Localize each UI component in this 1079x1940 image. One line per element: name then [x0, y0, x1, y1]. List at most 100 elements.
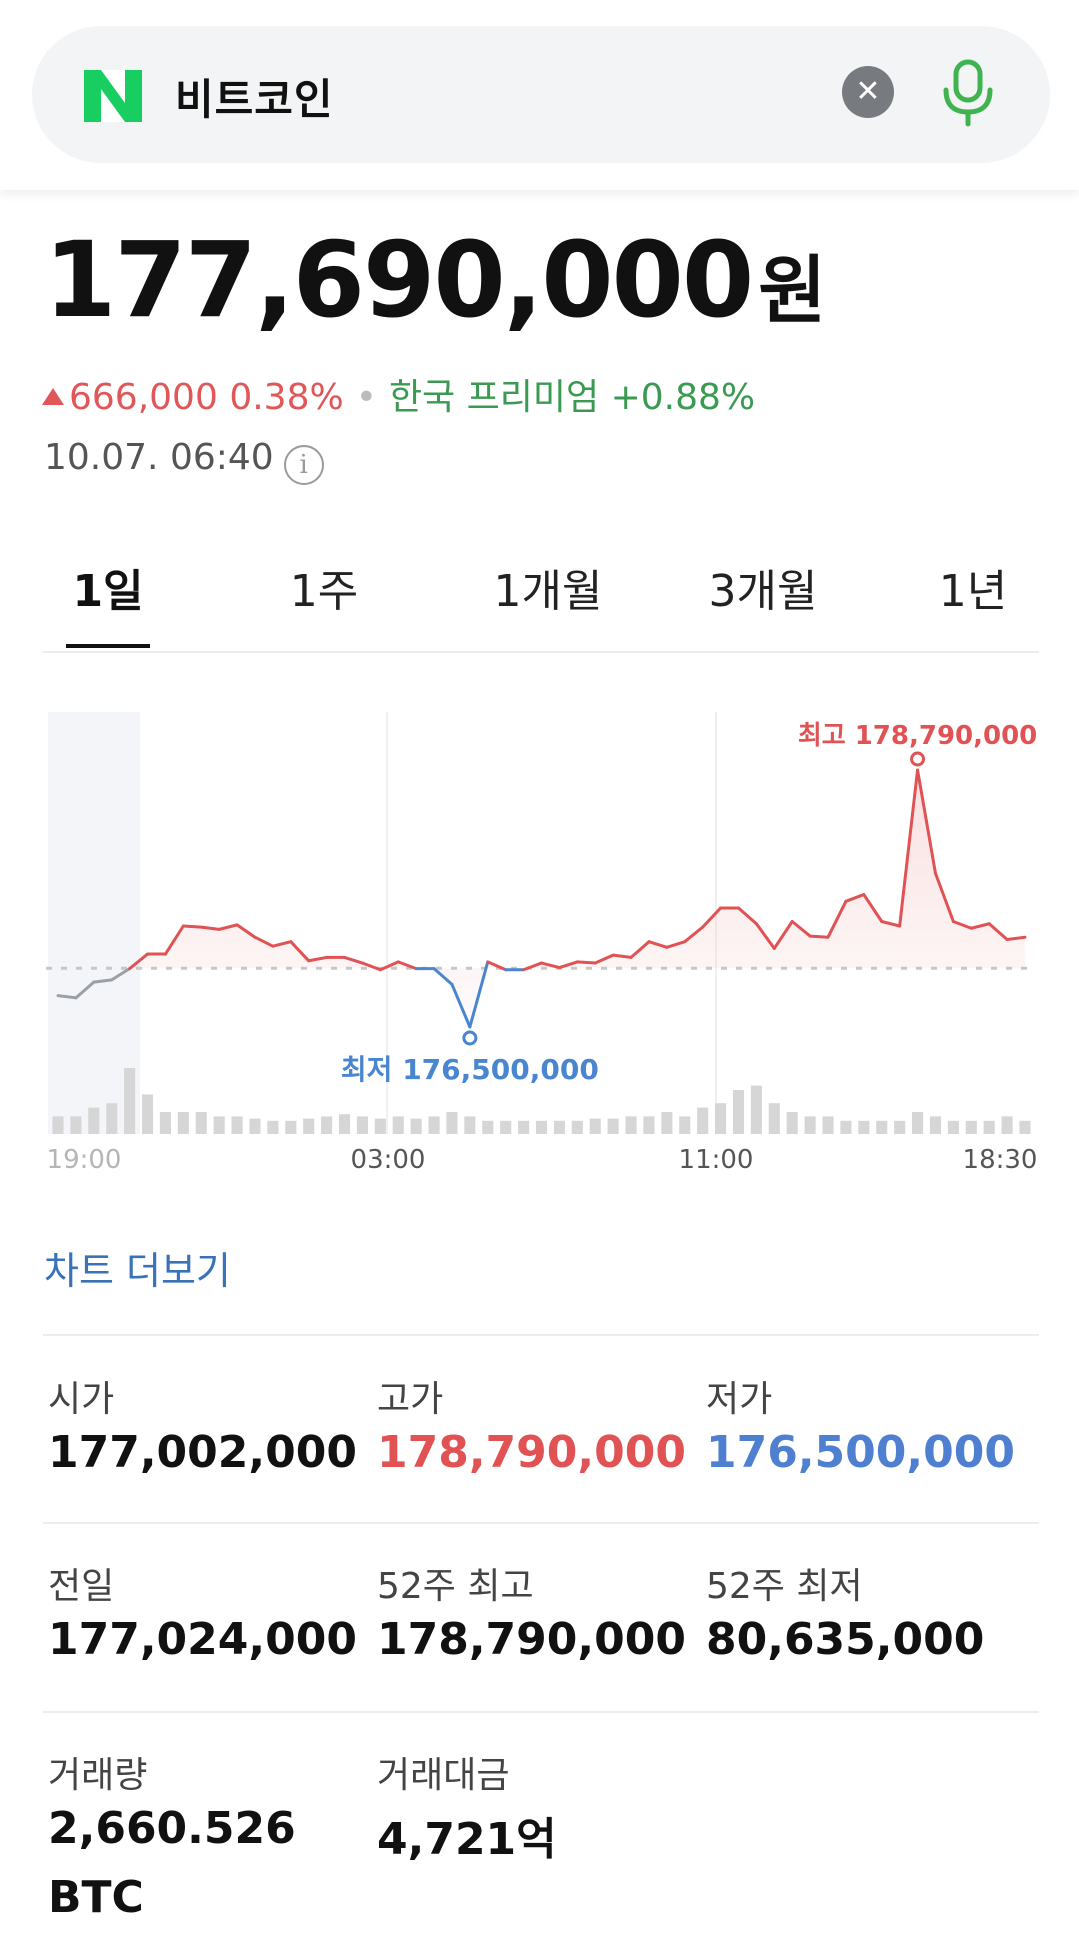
info-icon[interactable]: i	[283, 445, 324, 485]
volume-bars	[52, 1068, 1031, 1134]
volume-bar	[983, 1120, 995, 1134]
up-triangle-icon	[42, 388, 64, 405]
volume-bar	[482, 1120, 494, 1134]
price-line-segment	[235, 923, 257, 939]
high-marker	[910, 751, 926, 767]
price-change-row: 666,000 0.38% • 한국 프리미엄 +0.88%	[42, 368, 755, 420]
volume-bar	[697, 1107, 709, 1134]
stat-value-prev-close: 177,024,000	[48, 1614, 357, 1665]
volume-bar	[947, 1120, 959, 1134]
volume-bar	[571, 1120, 583, 1134]
price-line-segment	[593, 953, 615, 965]
more-chart-link[interactable]: 차트 더보기	[44, 1249, 231, 1293]
change-amount: 666,000	[69, 377, 218, 418]
volume-bar	[303, 1118, 315, 1134]
quote-timestamp: 10.07. 06:40 i	[44, 437, 324, 485]
stat-label-open: 시가	[48, 1379, 115, 1420]
volume-bar	[822, 1116, 834, 1134]
price-line-segment	[468, 960, 490, 1029]
stat-value-low: 176,500,000	[706, 1427, 1015, 1478]
price-line-segment	[540, 961, 561, 970]
current-price: 177,690,000원	[44, 219, 827, 341]
volume-bar	[535, 1120, 548, 1134]
volume-bar	[70, 1116, 82, 1134]
volume-bar	[965, 1120, 977, 1134]
price-line-segment	[629, 940, 651, 959]
search-input[interactable]: 비트코인	[175, 75, 334, 124]
volume-bar	[338, 1114, 351, 1134]
price-line-segment	[74, 980, 96, 1000]
x-tick-label: 18:30	[963, 1145, 1038, 1175]
volume-bar	[267, 1120, 279, 1134]
price-line-segment	[987, 922, 1009, 941]
low-marker	[462, 1030, 478, 1046]
price-line-segment	[486, 960, 508, 972]
stat-label-high: 고가	[377, 1379, 444, 1420]
volume-bar	[607, 1118, 619, 1134]
price-line-segment	[1005, 935, 1027, 941]
clear-search-button[interactable]: ✕	[842, 66, 894, 118]
price-line-segment	[307, 955, 329, 963]
stat-value-52w-low: 80,635,000	[706, 1614, 985, 1665]
volume-bar	[464, 1116, 476, 1134]
korea-premium[interactable]: 한국 프리미엄 +0.88%	[388, 377, 756, 418]
price-line-segment	[92, 978, 114, 984]
price-line	[56, 768, 1027, 1029]
price-line-segment	[575, 960, 597, 965]
volume-bar	[589, 1118, 601, 1134]
volume-bar	[625, 1116, 637, 1134]
volume-bar	[52, 1116, 64, 1134]
price-line-segment	[647, 940, 669, 949]
tab-1-week[interactable]: 1주	[289, 566, 359, 617]
price-line-segment	[557, 960, 579, 970]
tab-3-month[interactable]: 3개월	[708, 566, 818, 617]
price-line-segment	[862, 893, 884, 924]
tab-1-year[interactable]: 1년	[938, 566, 1008, 617]
price-line-segment	[128, 952, 150, 971]
divider	[43, 1334, 1039, 1336]
tab-1-day[interactable]: 1일	[72, 566, 144, 617]
price-line-segment	[826, 899, 848, 939]
stat-label-52w-high: 52주 최고	[377, 1566, 534, 1607]
price-line-segment	[181, 924, 203, 929]
low-label: 최저 176,500,000	[341, 1053, 599, 1086]
price-line-segment	[396, 960, 418, 971]
volume-bar	[392, 1116, 404, 1134]
price-line-segment	[378, 960, 400, 972]
price-line-segment	[289, 940, 311, 963]
volume-bar	[518, 1120, 530, 1134]
volume-bar	[106, 1103, 118, 1134]
volume-bar	[374, 1118, 386, 1134]
volume-bar	[912, 1112, 924, 1134]
active-tab-indicator	[66, 644, 150, 648]
price-line-segment	[432, 967, 454, 986]
price-line-segment	[217, 923, 239, 931]
close-icon: ✕	[855, 74, 881, 109]
stat-value-52w-high: 178,790,000	[377, 1614, 686, 1665]
price-chart[interactable]: 최고 178,790,000 최저 176,500,000 19:00 03:0…	[0, 700, 1079, 1180]
voice-search-mic-icon[interactable]	[938, 58, 998, 128]
price-line-segment	[683, 925, 705, 944]
separator-dot: •	[355, 377, 377, 418]
price-line-segment	[736, 906, 758, 926]
naver-logo-icon[interactable]	[84, 70, 142, 122]
price-line-segment	[110, 967, 132, 982]
price-line-segment	[916, 768, 937, 875]
pre-market-shade	[48, 712, 140, 1134]
price-area-fill	[129, 770, 1025, 1027]
price-line-segment	[611, 953, 633, 959]
volume-bar	[643, 1116, 655, 1134]
stat-value-open: 177,002,000	[48, 1427, 357, 1478]
price-line-segment	[772, 920, 794, 950]
price-line-segment	[880, 920, 902, 928]
stat-value-trade-value: 4,721억	[377, 1814, 557, 1865]
price-line-segment	[844, 893, 866, 903]
price-line-segment	[790, 920, 812, 938]
volume-bar	[804, 1116, 816, 1134]
volume-bar	[249, 1118, 261, 1134]
price-line-segment	[199, 925, 221, 931]
volume-bar	[750, 1085, 762, 1134]
tab-1-month[interactable]: 1개월	[493, 566, 603, 617]
volume-bar	[679, 1116, 691, 1134]
volume-bar	[446, 1112, 458, 1134]
